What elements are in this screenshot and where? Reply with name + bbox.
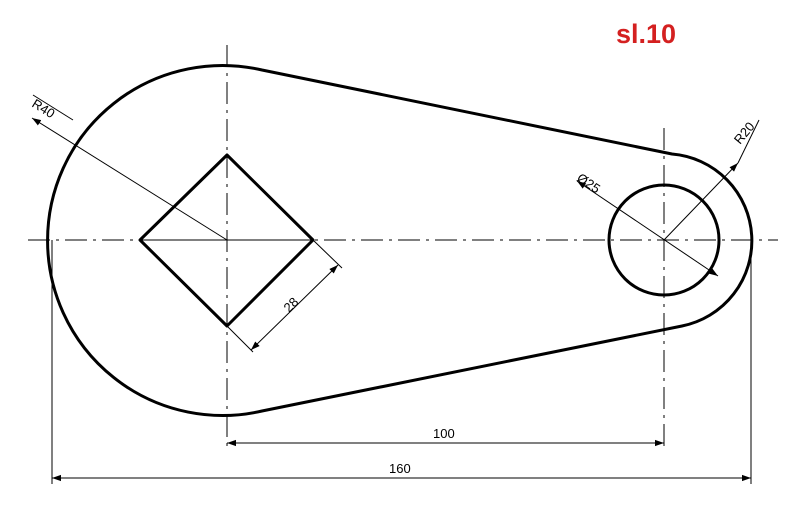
r20-leader-extension [737,119,760,164]
square-extension-line-2 [226,325,254,353]
hole-diameter-leader-line [576,180,719,277]
r40-label-underline [32,94,74,121]
square-side-label: 28 [281,294,302,315]
r20-label: R20 [731,119,758,147]
square-extension-line-1 [312,239,343,269]
overall-length-label: 160 [389,461,411,476]
part-outline [46,64,754,417]
hole-diameter-label: Ø25 [574,170,603,196]
r40-leader-line [31,117,228,241]
r40-label: R40 [29,96,57,121]
r20-leader-line [663,162,739,241]
sheet-label: sl.10 [616,19,677,49]
center-distance-label: 100 [433,426,455,441]
square-dimension-line [250,264,339,351]
